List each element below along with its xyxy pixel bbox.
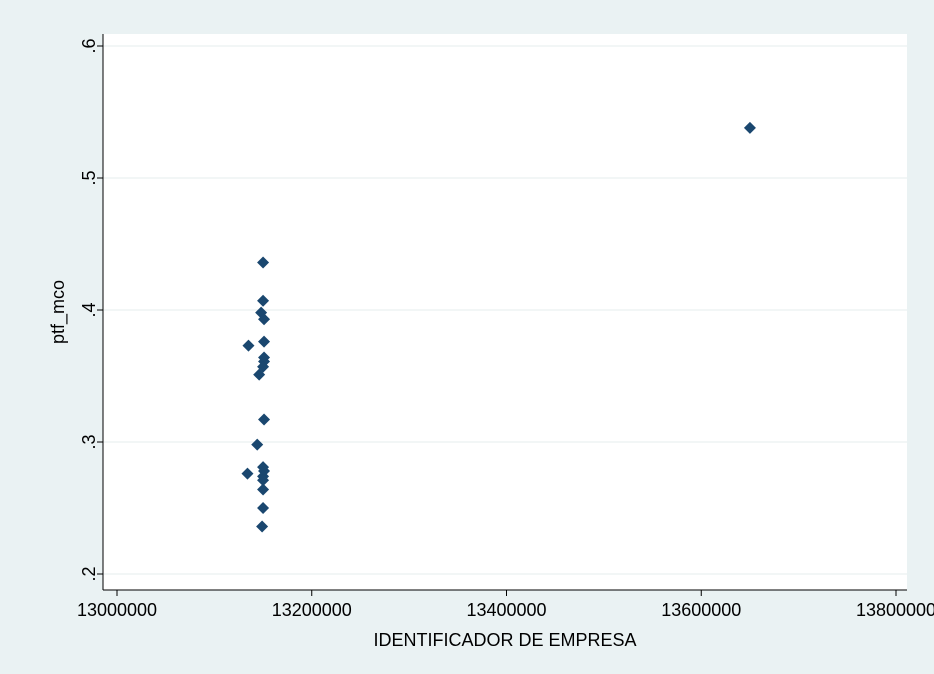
scatter-point xyxy=(256,520,269,533)
x-tick-label: 13200000 xyxy=(272,600,352,620)
scatter-point xyxy=(257,502,270,514)
scatter-point xyxy=(257,256,270,269)
scatter-point xyxy=(257,294,270,307)
x-tick-label: 13000000 xyxy=(77,600,157,620)
scatter-point xyxy=(242,339,255,352)
x-ticks: 13000000 13200000 13400000 13600000 13800000 xyxy=(77,590,934,620)
x-tick-label: 13800000 xyxy=(856,600,934,620)
y-tick-label: .6 xyxy=(79,38,99,53)
scatter-point xyxy=(253,368,266,381)
y-axis-label: ptf_mco xyxy=(48,280,69,344)
scatter-point xyxy=(241,467,254,480)
scatter-point xyxy=(251,438,264,451)
x-tick-label: 13600000 xyxy=(661,600,741,620)
plot-area xyxy=(103,34,907,590)
y-tick-label: .4 xyxy=(79,302,99,317)
x-tick-label: 13400000 xyxy=(466,600,546,620)
y-ticks: .2 .3 .4 .5 .6 xyxy=(79,38,103,582)
grid-lines xyxy=(103,45,907,575)
axes xyxy=(102,34,907,591)
data-points xyxy=(241,121,756,533)
y-tick-label: .2 xyxy=(79,566,99,581)
scatter-point xyxy=(257,474,270,487)
y-tick-label: .5 xyxy=(79,170,99,185)
x-axis-label: IDENTIFICADOR DE EMPRESA xyxy=(373,630,636,650)
scatter-point xyxy=(258,313,271,326)
scatter-point xyxy=(258,413,271,426)
scatter-point xyxy=(258,335,271,348)
scatter-point xyxy=(257,483,270,496)
scatter-point xyxy=(743,121,756,134)
y-tick-label: .3 xyxy=(79,434,99,449)
